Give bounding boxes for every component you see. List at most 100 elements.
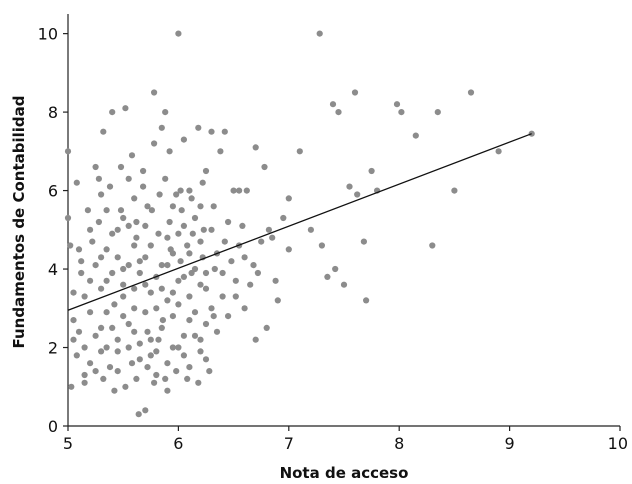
data-point: [202, 269, 210, 277]
data-point: [64, 214, 72, 222]
data-point: [78, 269, 85, 277]
data-point: [155, 230, 162, 237]
data-point: [164, 297, 171, 304]
data-point: [191, 265, 199, 273]
data-point: [169, 203, 176, 210]
data-point: [412, 132, 419, 139]
data-point: [120, 214, 127, 222]
data-point: [117, 207, 125, 214]
data-point: [109, 109, 116, 116]
data-point: [239, 222, 246, 229]
data-point: [219, 293, 226, 300]
y-tick-label: 10: [38, 25, 58, 44]
data-point: [106, 183, 114, 190]
data-point: [221, 238, 228, 245]
data-point: [467, 89, 475, 96]
data-point: [140, 167, 147, 175]
data-point: [136, 258, 143, 265]
data-point: [285, 195, 292, 202]
data-point: [164, 387, 171, 394]
data-point: [103, 246, 110, 253]
data-point: [92, 332, 99, 339]
data-point: [210, 313, 217, 320]
data-point: [167, 246, 174, 253]
data-point: [109, 230, 116, 237]
data-points: [64, 30, 535, 418]
data-point: [136, 356, 143, 363]
data-point: [114, 368, 121, 375]
data-point: [98, 285, 105, 292]
data-point: [98, 254, 105, 261]
data-point: [180, 332, 187, 339]
data-point: [368, 167, 375, 175]
data-point: [261, 163, 268, 171]
data-point: [153, 371, 160, 379]
data-point: [307, 226, 314, 233]
data-point: [151, 140, 158, 147]
data-point: [95, 218, 102, 226]
data-point: [103, 277, 110, 284]
data-point: [135, 411, 142, 418]
data-point: [64, 148, 72, 155]
data-point: [114, 254, 121, 261]
data-point: [180, 136, 187, 143]
data-point: [70, 336, 77, 343]
data-point: [159, 317, 166, 324]
data-point: [100, 375, 107, 382]
y-axis-title: Fundamentos de Contabilidad: [10, 95, 28, 348]
axes: [67, 14, 620, 427]
data-point: [186, 364, 193, 371]
data-point: [125, 262, 132, 269]
data-point: [136, 269, 143, 277]
data-point: [81, 371, 88, 379]
data-point: [128, 152, 136, 159]
data-point: [199, 179, 206, 186]
data-point: [191, 214, 199, 222]
data-point: [147, 336, 154, 343]
data-point: [114, 348, 121, 355]
data-point: [175, 344, 182, 351]
x-axis-title: Nota de acceso: [280, 464, 409, 482]
data-point: [131, 305, 138, 312]
data-point: [117, 163, 125, 171]
data-point: [155, 336, 162, 343]
data-point: [122, 383, 129, 390]
data-point: [186, 293, 193, 300]
data-point: [221, 128, 228, 135]
data-point: [202, 167, 210, 175]
data-point: [73, 179, 80, 186]
data-point: [252, 144, 259, 151]
data-point: [81, 344, 88, 351]
data-point: [274, 297, 281, 304]
data-point: [151, 379, 158, 386]
y-tick-label: 8: [48, 103, 58, 122]
data-point: [122, 105, 129, 112]
data-point: [87, 309, 94, 316]
data-point: [186, 250, 193, 257]
data-point: [184, 375, 191, 382]
data-point: [175, 277, 182, 284]
data-point: [258, 238, 265, 245]
data-point: [528, 130, 535, 137]
data-point: [280, 214, 287, 222]
data-point: [166, 148, 173, 155]
data-point: [81, 379, 88, 386]
data-point: [206, 368, 213, 375]
data-point: [197, 238, 204, 245]
data-point: [133, 375, 140, 382]
data-point: [92, 368, 99, 375]
data-point: [197, 336, 204, 343]
data-point: [197, 348, 204, 355]
data-point: [98, 191, 105, 198]
data-point: [191, 309, 199, 316]
data-point: [73, 352, 80, 359]
y-axis-ticks: 0 2 4 6 8 10: [38, 25, 68, 436]
data-point: [360, 238, 367, 245]
data-point: [434, 109, 441, 116]
data-point: [208, 226, 215, 233]
x-tick-label: 6: [173, 434, 183, 453]
data-point: [340, 281, 348, 288]
data-point: [98, 348, 105, 355]
data-point: [200, 226, 207, 233]
